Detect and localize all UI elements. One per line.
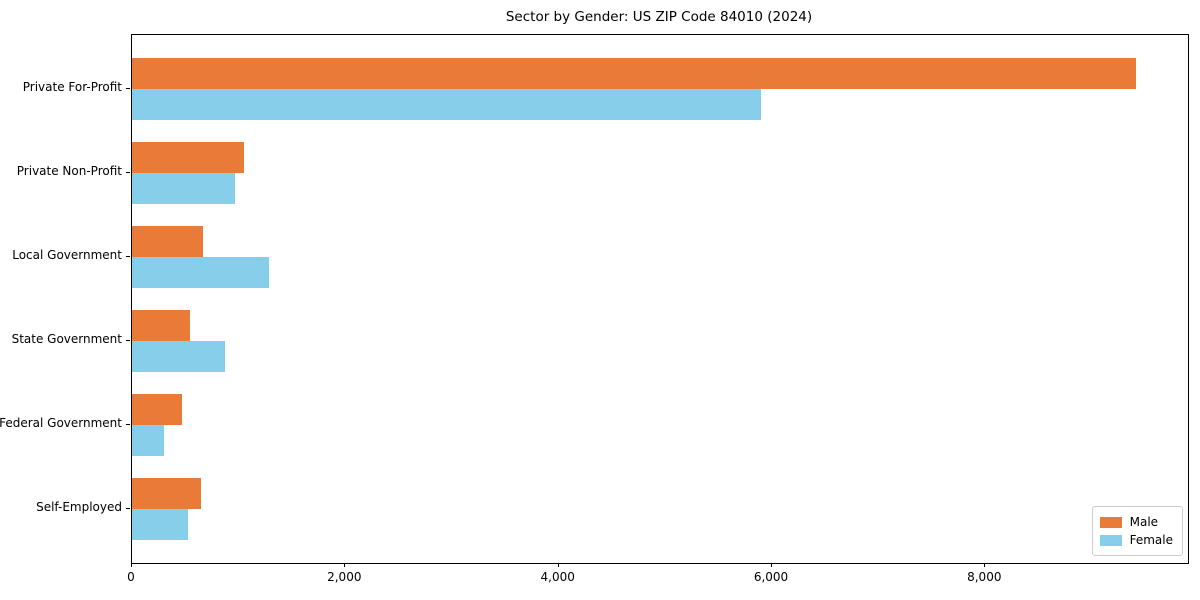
bar-female-2 [132,173,235,204]
plot-area: Male Female [131,34,1189,564]
x-tick-mark [771,563,772,567]
legend-label-male: Male [1129,515,1159,529]
x-tick-label: 4,000 [540,570,575,584]
x-tick-mark [344,563,346,567]
category-label: Private Non-Profit [16,164,122,178]
bar-male-1 [132,58,1136,89]
x-tick-mark [557,563,559,567]
category-label: Local Government [12,248,122,262]
x-tick-label: 8,000 [967,570,1002,584]
legend-swatch-female [1099,534,1122,546]
x-tick-label: 0 [127,570,135,584]
legend-entry-female: Female [1099,531,1173,549]
chart-title: Sector by Gender: US ZIP Code 84010 (202… [505,9,813,25]
category-label: State Government [11,332,122,346]
category-label: Private For-Profit [22,80,122,94]
category-label: Federal Government [0,416,122,430]
legend-label-female: Female [1129,533,1173,547]
legend: Male Female [1091,506,1183,556]
y-tick-mark [126,88,130,89]
bar-female-6 [132,509,188,540]
y-tick-mark [126,508,130,509]
x-tick-label: 2,000 [327,570,362,584]
y-tick-mark [126,340,130,341]
bar-female-5 [132,425,164,456]
x-tick-mark [984,563,986,567]
legend-entry-male: Male [1099,513,1173,531]
bar-male-3 [132,226,203,257]
bar-male-2 [132,142,244,173]
x-tick-label: 6,000 [753,570,789,584]
bar-female-3 [132,257,270,288]
y-tick-mark [126,172,130,173]
category-label: Self-Employed [36,500,122,514]
x-tick-mark [131,563,132,567]
bar-female-4 [132,341,225,372]
bar-male-4 [132,310,191,341]
y-tick-mark [126,256,130,257]
bar-male-6 [132,478,201,509]
bar-male-5 [132,394,183,425]
bar-female-1 [132,89,762,120]
y-tick-mark [126,424,130,425]
legend-swatch-male [1099,516,1122,528]
